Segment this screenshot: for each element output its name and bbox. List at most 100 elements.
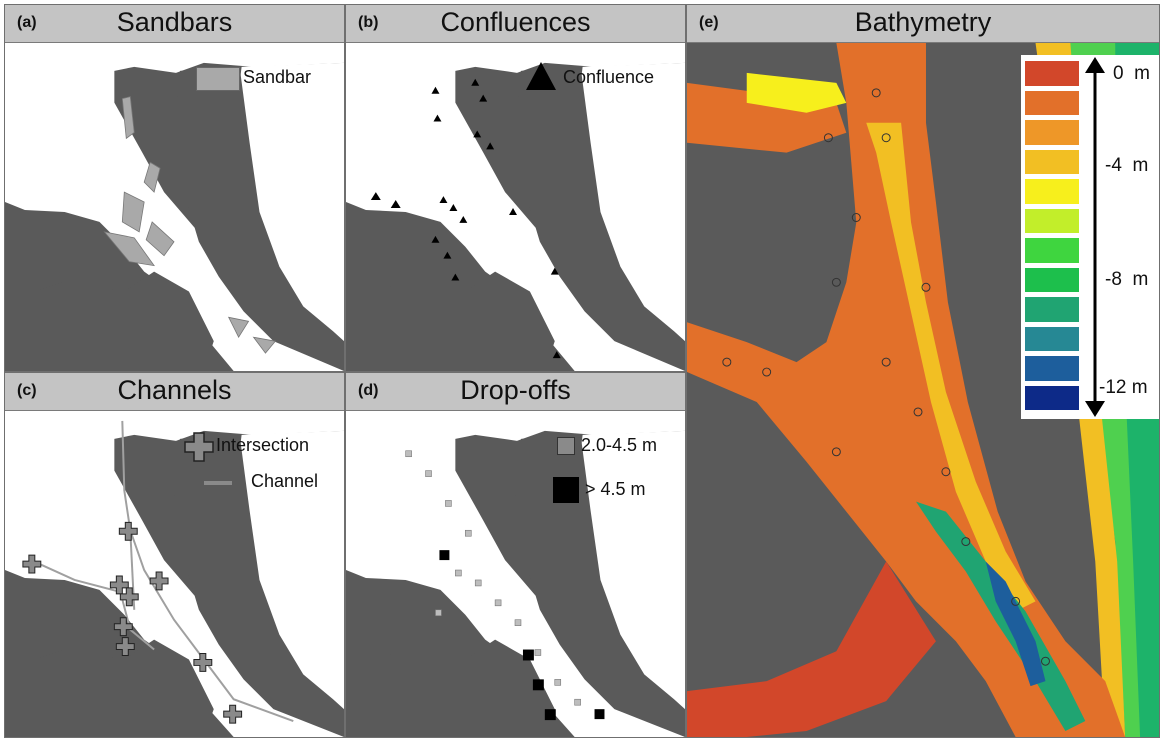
dropoff-large-marker: [544, 709, 556, 721]
dropoff-small-legend-label: 2.0-4.5 m: [581, 435, 658, 455]
depth-label-4: -4 m: [1105, 155, 1149, 176]
intersection-marker: [193, 653, 213, 672]
south-land: [346, 639, 555, 737]
depth-color-swatch: [1025, 149, 1079, 174]
survey-site-marker: [851, 213, 861, 222]
confluence-marker: [449, 204, 458, 211]
sandbar-legend-label: Sandbar: [243, 67, 312, 87]
panel-dropoffs: (d) Drop-offs: [345, 372, 686, 738]
depth-color-swatch: [1025, 385, 1079, 410]
ocean-water: [233, 62, 344, 347]
intersection-marker: [223, 704, 243, 724]
panel-title: Drop-offs: [460, 375, 571, 405]
intersection-marker: [149, 571, 169, 591]
estuary-body: [687, 43, 1126, 737]
intersection-marker: [113, 617, 133, 637]
dropoff-large-marker: [594, 709, 605, 720]
east-shore: [515, 434, 685, 737]
panel-title: Sandbars: [116, 7, 233, 37]
south-west-tributary: [687, 561, 936, 737]
confluence-marker: [439, 196, 448, 204]
dropoff-small-marker: [494, 599, 502, 607]
panel-tag: (a): [17, 14, 37, 31]
depth-color-swatch: [1025, 238, 1079, 263]
survey-site-marker: [831, 447, 841, 457]
ocean-water: [233, 430, 344, 715]
confluence-marker: [451, 273, 460, 281]
survey-site-marker: [831, 277, 841, 287]
dropoff-large-marker: [522, 649, 534, 661]
survey-site-marker: [871, 88, 881, 98]
sandbar-1: [121, 96, 135, 140]
panel-tag: (c): [17, 382, 37, 399]
channel-legend-line: [204, 481, 232, 485]
panel-header: (d) Drop-offs: [346, 373, 685, 411]
panel-confluences: (b) Confluences: [345, 4, 686, 372]
intersection-marker: [22, 554, 42, 574]
survey-site-marker: [881, 357, 891, 367]
river-water: [346, 43, 685, 371]
dropoff-small-marker: [554, 679, 562, 686]
depth-color-swatch: [1025, 179, 1079, 204]
depth-color-swatch: [1025, 356, 1079, 381]
intersection-marker: [118, 521, 138, 541]
river-water: [346, 411, 685, 737]
south-land: [5, 271, 214, 371]
depth-label-0: 0 m: [1113, 63, 1150, 84]
confluence-legend-label: Confluence: [563, 67, 655, 87]
confluence-legend-icon: [526, 62, 556, 90]
dropoff-small-marker: [574, 698, 581, 706]
sandbar-4: [103, 231, 155, 267]
dropoff-large-marker: [439, 550, 450, 561]
survey-site-marker: [823, 133, 833, 143]
panel-title: Confluences: [440, 7, 591, 37]
south-land: [346, 271, 555, 371]
confluence-marker: [431, 86, 440, 94]
panel-title: Bathymetry: [854, 7, 992, 37]
east-shore: [174, 66, 344, 371]
survey-site-marker: [881, 133, 891, 143]
intersection-legend-label: Intersection: [216, 435, 310, 455]
confluence-marker: [433, 114, 442, 122]
dropoff-small-marker: [534, 649, 542, 656]
survey-site-marker: [1041, 656, 1050, 666]
east-shore: [174, 434, 344, 737]
depth-color-swatch: [1025, 208, 1079, 233]
sandbar-6: [227, 316, 250, 339]
map-channels: [5, 411, 344, 737]
dropoff-small-marker: [445, 500, 452, 507]
depth-color-swatch: [1025, 267, 1079, 292]
panel-sandbars: (a) Sandbars Sandbar: [4, 4, 345, 372]
panel-header: (e) Bathymetry: [687, 5, 1159, 43]
map-confluences: [346, 43, 685, 371]
south-land: [5, 639, 214, 737]
panel-channels: (c) Channels: [4, 372, 345, 738]
depth-color-swatch: [1025, 326, 1079, 351]
confluence-marker: [370, 192, 381, 201]
confluence-marker: [471, 78, 480, 86]
dropoff-small-marker: [474, 579, 482, 587]
shallow-bank: [746, 72, 847, 113]
confluence-marker: [509, 207, 517, 215]
estuary-map: [346, 411, 685, 737]
river-water: [5, 411, 344, 737]
survey-site-marker: [722, 357, 732, 367]
panel-tag: (e): [699, 14, 719, 31]
confluence-marker: [390, 200, 401, 208]
map-sandbars: [5, 43, 344, 371]
sandbar-legend-swatch: [196, 67, 240, 91]
depth-label-8: -8 m: [1105, 269, 1149, 290]
intersection-marker: [119, 587, 139, 607]
confluence-marker: [459, 215, 468, 223]
dropoff-small-marker: [435, 609, 442, 617]
survey-site-marker: [762, 367, 772, 377]
depth-color-scale: [1025, 60, 1079, 414]
depth-legend: 0 m -4 m -8 m -12 m: [1021, 55, 1159, 419]
dropoff-small-marker: [464, 529, 472, 537]
dropoff-small-legend-swatch: [557, 437, 575, 455]
sandbar-5: [145, 221, 175, 257]
survey-site-marker: [941, 467, 951, 477]
panel-tag: (d): [358, 382, 379, 399]
panel-header: (b) Confluences: [346, 5, 685, 43]
dropoff-small-marker: [405, 450, 412, 458]
